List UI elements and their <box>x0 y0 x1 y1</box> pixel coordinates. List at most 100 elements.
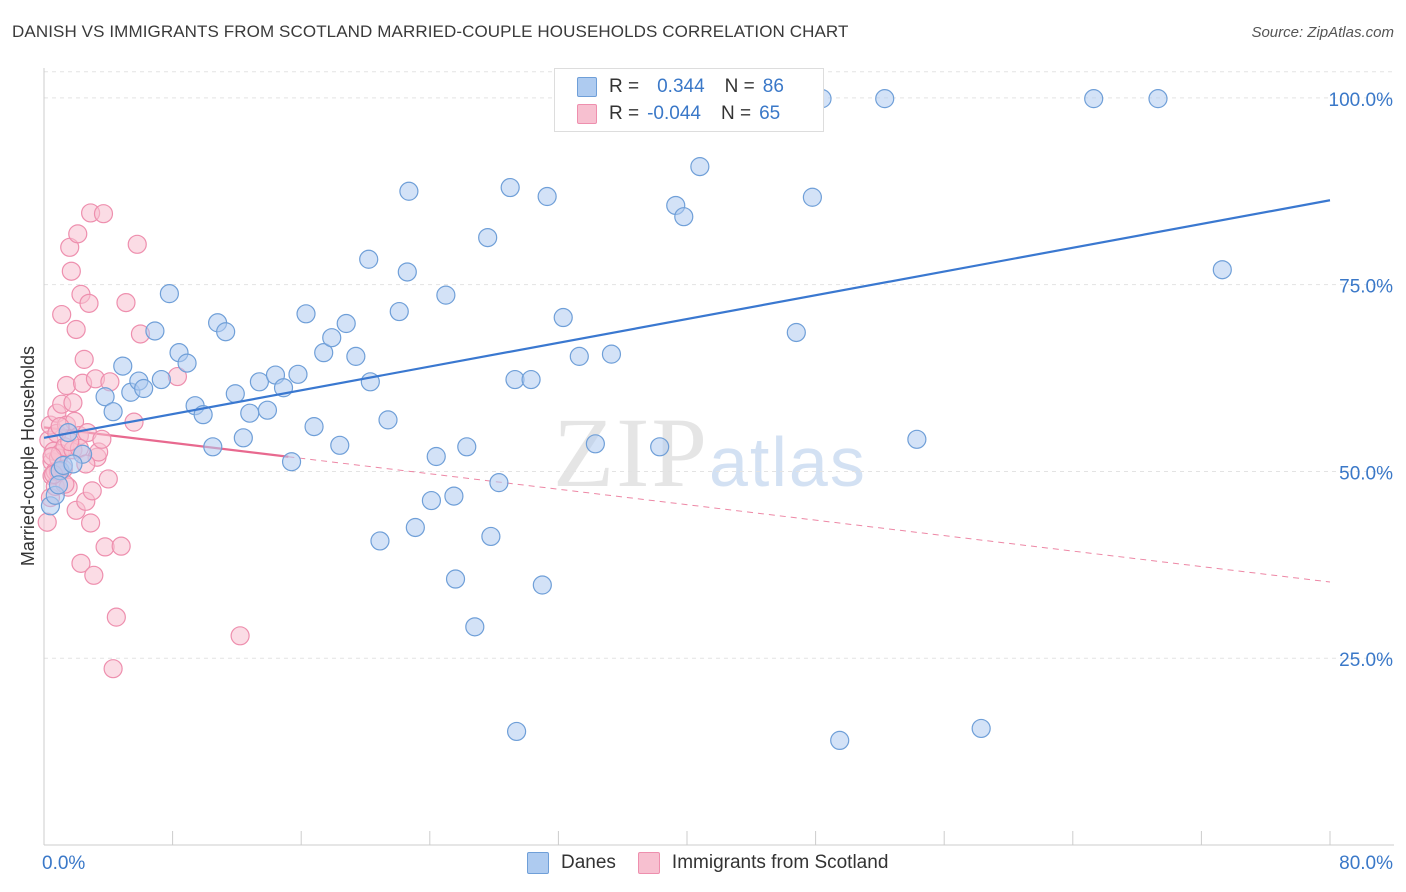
data-point <box>203 437 223 457</box>
data-point <box>134 378 154 399</box>
data-point <box>405 517 425 538</box>
data-point <box>93 204 114 224</box>
data-point <box>436 285 456 305</box>
data-point <box>421 490 442 511</box>
data-point <box>116 292 136 313</box>
data-point <box>444 486 464 506</box>
data-point <box>98 469 118 489</box>
data-point <box>66 319 86 340</box>
data-point <box>1212 260 1232 280</box>
legend-item-scotland[interactable]: Immigrants from Scotland <box>637 852 889 874</box>
danes-trend <box>43 199 1331 439</box>
scotland-trend-dashed <box>288 456 1331 583</box>
x-tick-label-min: 0.0% <box>42 853 85 874</box>
data-point <box>378 410 398 430</box>
data-point <box>37 512 57 532</box>
data-point <box>95 537 115 557</box>
data-point <box>1148 89 1168 109</box>
legend-r-label: R = <box>609 103 640 124</box>
data-point <box>61 261 81 281</box>
data-point <box>690 157 710 177</box>
data-point <box>330 435 350 455</box>
data-point <box>95 387 115 407</box>
data-point <box>507 721 527 742</box>
data-point <box>830 730 850 751</box>
data-point <box>802 187 822 207</box>
danes-legend-label: Danes <box>561 852 616 873</box>
data-point <box>370 531 390 551</box>
data-point <box>103 659 123 679</box>
axes <box>43 68 1394 846</box>
legend-row-scotland: R = -0.044 N = 65 <box>577 102 780 126</box>
data-point <box>426 446 446 467</box>
scotland-r-value: -0.044 <box>647 103 701 124</box>
data-point <box>71 553 91 573</box>
data-point <box>288 364 308 384</box>
legend-r-label: R = <box>609 76 640 97</box>
data-point <box>113 356 133 376</box>
data-point <box>505 369 525 390</box>
data-point <box>359 249 379 269</box>
correlation-legend: R = 0.344 N = 86 R = -0.044 N = 65 <box>554 68 824 132</box>
y-tick-label: 100.0% <box>1329 90 1394 111</box>
legend-n-label: N = <box>720 103 752 124</box>
data-point <box>650 437 670 457</box>
data-point <box>74 349 94 369</box>
danes-points <box>40 88 1232 751</box>
data-point <box>478 227 498 248</box>
data-point <box>585 434 605 454</box>
data-point <box>63 454 83 474</box>
data-point <box>81 513 101 533</box>
data-point <box>397 262 417 282</box>
data-point <box>230 626 250 646</box>
danes-n-value: 86 <box>762 76 784 97</box>
data-point <box>346 346 366 366</box>
data-point <box>445 569 466 589</box>
scotland-legend-swatch <box>637 852 660 874</box>
scotland-trend <box>43 426 1331 583</box>
data-point <box>1084 89 1104 109</box>
legend-item-danes[interactable]: Danes <box>527 852 616 874</box>
data-point <box>127 234 147 254</box>
data-point <box>216 322 236 342</box>
chart-title: DANISH VS IMMIGRANTS FROM SCOTLAND MARRI… <box>12 22 849 41</box>
watermark-zip: ZIP <box>553 397 709 508</box>
watermark-atlas: atlas <box>709 423 867 501</box>
data-point <box>322 328 342 348</box>
data-point <box>225 384 245 404</box>
data-point <box>296 304 316 324</box>
y-tick-labels: 25.0% 50.0% 75.0% 100.0% <box>1329 90 1394 671</box>
watermark: ZIPatlas <box>553 395 867 510</box>
data-point <box>465 617 485 637</box>
x-tick-label-max: 80.0% <box>1339 853 1393 874</box>
legend-n-label: N = <box>724 76 755 97</box>
data-point <box>521 369 541 390</box>
data-point <box>786 322 806 343</box>
scotland-legend-label: Immigrants from Scotland <box>671 852 889 873</box>
danes-trend-line <box>43 199 1331 439</box>
data-point <box>601 344 622 364</box>
x-ticks <box>43 831 1331 845</box>
data-point <box>875 89 895 109</box>
data-point <box>145 321 165 341</box>
data-point <box>336 313 356 334</box>
data-point <box>532 575 552 595</box>
data-point <box>481 526 501 547</box>
data-point <box>79 293 99 313</box>
series-legend: Danes Immigrants from Scotland <box>527 852 910 874</box>
data-point <box>281 452 302 472</box>
data-point <box>399 181 419 201</box>
data-point <box>304 417 324 437</box>
y-tick-label: 50.0% <box>1339 463 1393 484</box>
data-point <box>240 403 260 423</box>
danes-swatch <box>577 77 597 97</box>
y-tick-label: 25.0% <box>1339 650 1393 671</box>
data-point <box>68 224 88 244</box>
data-point <box>674 207 694 227</box>
data-point <box>63 393 83 413</box>
data-point <box>111 536 131 556</box>
data-point <box>52 304 72 325</box>
data-point <box>257 400 278 420</box>
data-point <box>92 429 112 449</box>
